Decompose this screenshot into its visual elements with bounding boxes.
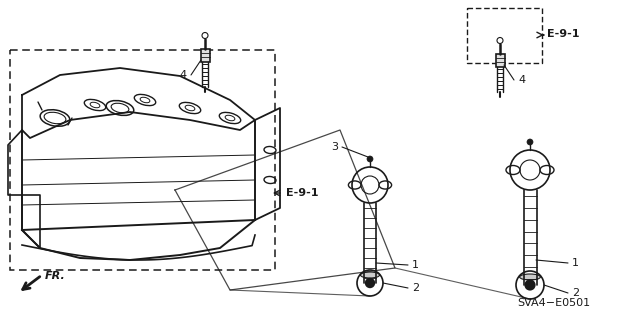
Text: FR.: FR. — [45, 271, 66, 281]
Text: 4: 4 — [518, 75, 525, 85]
Text: SVA4−E0501: SVA4−E0501 — [517, 298, 590, 308]
FancyBboxPatch shape — [495, 54, 504, 66]
Text: E-9-1: E-9-1 — [547, 29, 579, 39]
Text: 2: 2 — [572, 288, 579, 298]
Text: 3: 3 — [331, 142, 338, 152]
Text: 1: 1 — [412, 260, 419, 270]
Text: 2: 2 — [412, 283, 419, 293]
Circle shape — [527, 139, 533, 145]
Ellipse shape — [360, 272, 380, 278]
Text: 4: 4 — [180, 70, 187, 80]
FancyBboxPatch shape — [200, 48, 209, 62]
Text: 1: 1 — [572, 258, 579, 268]
Circle shape — [367, 156, 373, 162]
Ellipse shape — [520, 274, 540, 280]
Circle shape — [524, 279, 536, 291]
Circle shape — [365, 278, 375, 288]
Text: E-9-1: E-9-1 — [286, 188, 319, 198]
